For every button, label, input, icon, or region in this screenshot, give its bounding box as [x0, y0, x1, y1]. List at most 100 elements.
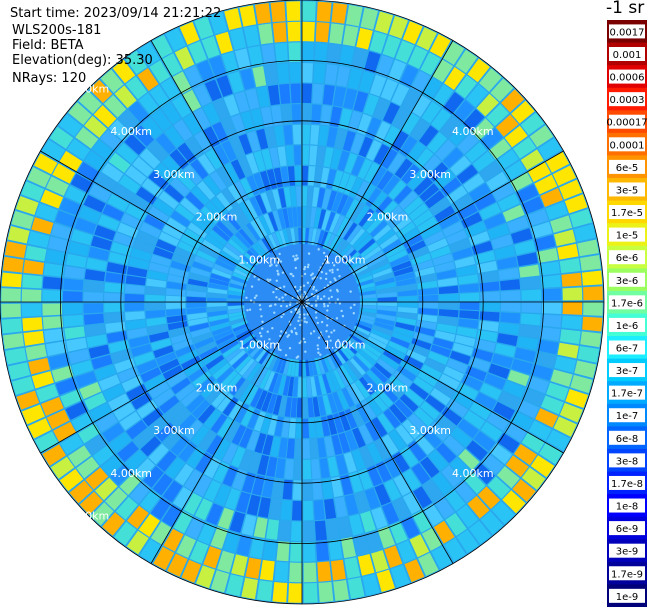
- range-gate: [100, 129, 123, 151]
- center-speck: [312, 287, 315, 291]
- range-gate: [432, 253, 454, 266]
- range-gate: [228, 349, 246, 366]
- center-speck: [334, 278, 337, 282]
- range-gate: [358, 238, 376, 255]
- range-gate: [78, 206, 101, 224]
- range-gate: [344, 494, 359, 516]
- range-ring-label: 1.00km: [239, 339, 281, 352]
- range-gate: [177, 414, 197, 434]
- range-gate: [505, 455, 529, 477]
- colorbar-tick-label: 0.00017: [606, 118, 647, 129]
- range-gate: [241, 255, 260, 270]
- range-gate: [145, 294, 165, 302]
- range-gate: [185, 191, 205, 211]
- range-gate: [128, 101, 150, 124]
- range-gate: [191, 425, 210, 446]
- range-gate: [83, 313, 105, 325]
- range-gate: [452, 247, 473, 261]
- range-gate: [441, 465, 462, 487]
- range-gate: [119, 411, 141, 431]
- range-gate: [449, 238, 471, 253]
- range-gate: [346, 385, 360, 405]
- range-gate: [393, 370, 413, 388]
- range-gate: [338, 246, 355, 263]
- range-gate: [222, 396, 239, 417]
- range-gate: [354, 205, 370, 224]
- range-gate: [182, 89, 202, 112]
- colorbar-tick-label: 3e-8: [616, 456, 639, 467]
- center-speck: [336, 298, 340, 301]
- center-speck: [303, 265, 307, 269]
- colorbar-tick-label: 1e-7: [616, 411, 639, 422]
- range-gate: [113, 402, 136, 421]
- range-gate: [355, 352, 373, 369]
- range-gate: [236, 534, 253, 556]
- range-gate: [466, 440, 488, 461]
- range-gate: [305, 207, 312, 227]
- range-gate: [562, 302, 583, 315]
- range-gate: [104, 312, 125, 323]
- range-gate: [67, 445, 91, 467]
- range-gate: [507, 369, 530, 387]
- range-gate: [316, 146, 326, 167]
- range-gate: [48, 236, 70, 253]
- range-gate: [115, 496, 138, 520]
- range-gate: [376, 309, 397, 317]
- colorbar-tick-label: 1.7e-9: [611, 569, 643, 580]
- range-gate: [212, 121, 229, 143]
- range-gate: [380, 148, 398, 170]
- range-gate: [430, 388, 451, 406]
- range-gate: [355, 282, 375, 291]
- range-gate: [11, 376, 35, 395]
- range-gate: [486, 411, 510, 431]
- range-gate: [207, 292, 227, 299]
- colorbar-tick-label: 6e-7: [616, 343, 639, 354]
- range-gate: [234, 380, 250, 399]
- range-gate: [317, 437, 327, 458]
- range-gate: [497, 193, 520, 212]
- range-gate: [27, 418, 52, 439]
- center-speck: [298, 316, 301, 319]
- range-gate: [481, 453, 504, 475]
- range-gate: [583, 286, 603, 301]
- range-gate: [216, 75, 233, 97]
- range-gate: [191, 216, 211, 234]
- range-gate: [131, 343, 152, 357]
- range-gate: [340, 365, 354, 384]
- range-gate: [186, 307, 207, 315]
- range-gate: [565, 388, 589, 409]
- range-gate: [321, 188, 332, 209]
- center-speck: [314, 311, 318, 314]
- range-gate: [255, 390, 268, 410]
- range-gate: [231, 554, 248, 577]
- range-gate: [389, 404, 407, 424]
- range-gate: [463, 471, 486, 494]
- range-gate: [261, 43, 276, 65]
- range-gate: [267, 211, 279, 232]
- range-gate: [414, 407, 434, 427]
- range-gate: [159, 395, 180, 414]
- range-gate: [337, 389, 349, 410]
- range-gate: [473, 431, 496, 452]
- range-gate: [298, 356, 302, 377]
- range-gate: [351, 48, 368, 70]
- range-gate: [511, 100, 535, 124]
- range-gate: [112, 184, 135, 203]
- range-gate: [205, 149, 223, 170]
- range-gate: [411, 70, 431, 94]
- range-gate: [1, 272, 22, 288]
- range-gate: [358, 424, 374, 445]
- range-gate: [189, 322, 210, 332]
- center-speck: [275, 264, 278, 267]
- range-gate: [432, 59, 454, 83]
- range-gate: [314, 520, 327, 541]
- colorbar-tick-label: 1e-8: [616, 502, 639, 513]
- range-gate: [187, 284, 207, 292]
- range-gate: [204, 479, 222, 502]
- range-gate: [553, 229, 576, 247]
- range-gate: [289, 62, 301, 83]
- range-gate: [64, 326, 86, 340]
- range-gate: [132, 125, 154, 147]
- range-gate: [295, 418, 302, 439]
- range-gate: [235, 355, 252, 373]
